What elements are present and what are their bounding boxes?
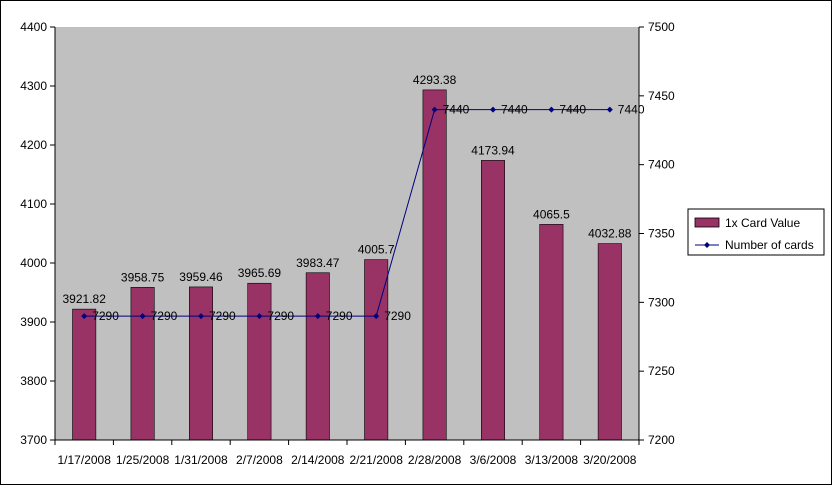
line-point-4: [256, 313, 263, 320]
y-tick-label-left: 3700: [20, 433, 47, 447]
bar-value-label: 3959.46: [179, 270, 223, 284]
bar-1: [72, 308, 97, 441]
line-point-9: [548, 106, 555, 113]
legend-label-bar: 1x Card Value: [725, 216, 800, 230]
line-value-label: 7290: [326, 309, 353, 323]
y-tick-label-left: 4300: [20, 79, 47, 93]
x-tick-label: 1/17/2008: [58, 453, 112, 467]
y-tick-label-right: 7450: [648, 89, 675, 103]
cards-line: [84, 109, 610, 317]
bar-value-label: 3983.47: [296, 256, 340, 270]
legend-marker-diamond: [704, 242, 710, 248]
x-tick-label: 2/7/2008: [236, 453, 283, 467]
line-point-6: [373, 313, 380, 320]
line-point-1: [81, 313, 88, 320]
bar-9: [539, 224, 564, 441]
y-tick-label-left: 3900: [20, 315, 47, 329]
y-tick-label-right: 7250: [648, 364, 675, 378]
line-value-label: 7290: [151, 309, 178, 323]
y-tick-label-right: 7400: [648, 158, 675, 172]
y-tick-label-left: 4100: [20, 197, 47, 211]
y-tick-label-left: 3800: [20, 374, 47, 388]
legend: 1x Card Value Number of cards: [687, 208, 825, 256]
line-value-label: 7290: [209, 309, 236, 323]
line-point-7: [431, 106, 438, 113]
x-tick-label: 2/21/2008: [350, 453, 404, 467]
y-tick-label-right: 7200: [648, 433, 675, 447]
x-tick-label: 3/13/2008: [525, 453, 579, 467]
bar-value-label: 3958.75: [121, 270, 165, 284]
legend-label-line: Number of cards: [725, 238, 814, 252]
bar-value-label: 4005.7: [358, 243, 395, 257]
y-tick-label-right: 7350: [648, 227, 675, 241]
bar-8: [481, 160, 505, 441]
line-value-label: 7290: [267, 309, 294, 323]
bar-value-label: 3921.82: [63, 292, 107, 306]
y-tick-label-right: 7500: [648, 20, 675, 34]
bar-4: [247, 282, 272, 441]
line-point-2: [139, 313, 146, 320]
bar-value-label: 4293.38: [413, 73, 457, 87]
y-tick-label-left: 4400: [20, 20, 47, 34]
bar-10: [597, 243, 622, 441]
x-tick-label: 1/31/2008: [174, 453, 228, 467]
line-series: [81, 106, 613, 320]
x-tick-label: 3/6/2008: [470, 453, 517, 467]
line-value-label: 7440: [501, 103, 528, 117]
line-value-label: 7440: [618, 103, 645, 117]
y-tick-label-left: 4000: [20, 256, 47, 270]
line-point-5: [314, 313, 321, 320]
x-tick-label: 3/20/2008: [583, 453, 637, 467]
legend-box: [687, 208, 825, 256]
bar-5: [305, 272, 330, 441]
line-value-label: 7440: [443, 103, 470, 117]
data-labels: 3921.82 3958.75 3959.46 3965.69 3983.47 4005.…: [63, 73, 645, 323]
bar-7: [422, 89, 447, 441]
bar-value-label: 4065.5: [533, 207, 570, 221]
line-value-label: 7290: [384, 309, 411, 323]
bar-value-label: 3965.69: [238, 266, 282, 280]
y-tick-label-right: 7300: [648, 295, 675, 309]
bar-value-label: 4032.88: [588, 227, 632, 241]
line-point-3: [198, 313, 204, 320]
x-tick-label: 2/28/2008: [408, 453, 462, 467]
y-tick-label-left: 4200: [20, 138, 47, 152]
line-value-label: 7290: [92, 309, 119, 323]
legend-swatch-bar: [694, 217, 720, 228]
line-point-10: [606, 106, 613, 113]
line-point-8: [490, 106, 496, 113]
bar-series: [72, 89, 622, 441]
bar-value-label: 4173.94: [471, 143, 515, 157]
line-value-label: 7440: [559, 103, 586, 117]
axes: 3700 3800 3900 4000 4100 4200 4300 4400 7200 7250…: [20, 20, 675, 467]
x-tick-label: 1/25/2008: [116, 453, 170, 467]
x-tick-label: 2/14/2008: [291, 453, 345, 467]
